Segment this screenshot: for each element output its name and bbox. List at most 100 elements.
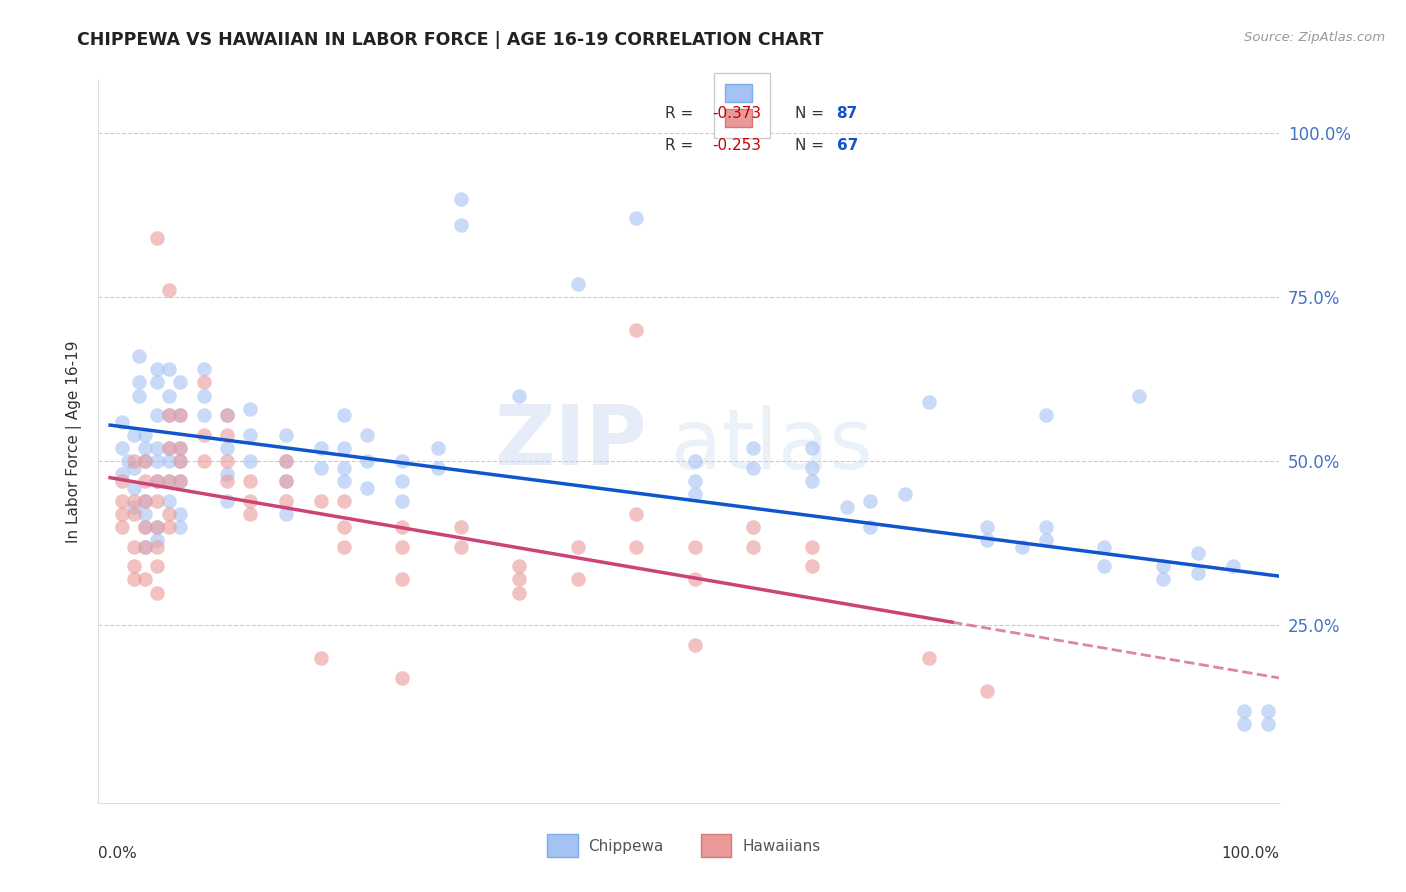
Point [917,395,939,409]
Point [193,454,215,468]
Y-axis label: In Labor Force | Age 16-19: In Labor Force | Age 16-19 [66,340,83,543]
Point [169,507,191,521]
Point [1257,704,1279,718]
Point [356,454,378,468]
Point [1011,540,1033,554]
Point [742,441,765,455]
Point [626,323,648,337]
Point [391,540,413,554]
Point [567,277,589,291]
Point [146,231,169,245]
Point [122,493,145,508]
Point [146,474,169,488]
Point [742,460,765,475]
Point [917,651,939,665]
Point [111,441,134,455]
Point [626,211,648,226]
Point [567,573,589,587]
Point [450,192,472,206]
Point [215,467,238,482]
Point [976,684,998,698]
Point [333,460,356,475]
Point [1152,559,1174,574]
Point [134,454,156,468]
Point [157,474,180,488]
Text: Hawaiians: Hawaiians [742,838,820,854]
Point [134,441,156,455]
Point [111,493,134,508]
Point [239,401,262,416]
Point [742,540,765,554]
Point [169,441,191,455]
Point [683,454,706,468]
Point [274,474,297,488]
Point [146,520,169,534]
Point [683,487,706,501]
Point [333,409,356,423]
Point [157,474,180,488]
Point [239,474,262,488]
Point [239,493,262,508]
Legend: , : , [714,73,770,137]
Point [146,533,169,547]
Point [169,474,191,488]
Point [111,467,134,482]
Point [976,520,998,534]
Text: -0.253: -0.253 [713,138,762,153]
Point [215,474,238,488]
Point [274,454,297,468]
Point [169,376,191,390]
Point [1257,717,1279,731]
Point [391,493,413,508]
Point [391,520,413,534]
Point [1035,533,1057,547]
Point [128,349,150,363]
Point [169,409,191,423]
Point [450,520,472,534]
Text: CHIPPEWA VS HAWAIIAN IN LABOR FORCE | AGE 16-19 CORRELATION CHART: CHIPPEWA VS HAWAIIAN IN LABOR FORCE | AG… [77,31,824,49]
Text: -0.373: -0.373 [713,105,762,120]
Point [134,540,156,554]
Point [1092,540,1115,554]
Point [894,487,917,501]
Point [215,409,238,423]
Point [122,460,145,475]
Point [683,573,706,587]
Point [215,441,238,455]
Point [146,493,169,508]
Point [309,493,332,508]
Point [146,362,169,376]
Point [134,493,156,508]
Point [356,481,378,495]
Point [239,454,262,468]
Point [274,428,297,442]
Text: Source: ZipAtlas.com: Source: ZipAtlas.com [1244,31,1385,45]
Point [111,520,134,534]
Point [146,520,169,534]
Point [800,540,823,554]
Point [1222,559,1244,574]
Point [134,428,156,442]
Point [157,388,180,402]
Point [859,520,882,534]
Point [239,507,262,521]
Point [146,454,169,468]
Point [146,585,169,599]
Point [122,559,145,574]
Point [859,493,882,508]
Point [146,376,169,390]
Point [193,362,215,376]
Text: R =: R = [665,105,699,120]
Text: 67: 67 [837,138,858,153]
Point [215,454,238,468]
Point [157,520,180,534]
Point [391,454,413,468]
Point [1035,520,1057,534]
Point [391,671,413,685]
Point [157,409,180,423]
Point [157,284,180,298]
Point [333,493,356,508]
Point [193,428,215,442]
Point [391,573,413,587]
Point [800,474,823,488]
